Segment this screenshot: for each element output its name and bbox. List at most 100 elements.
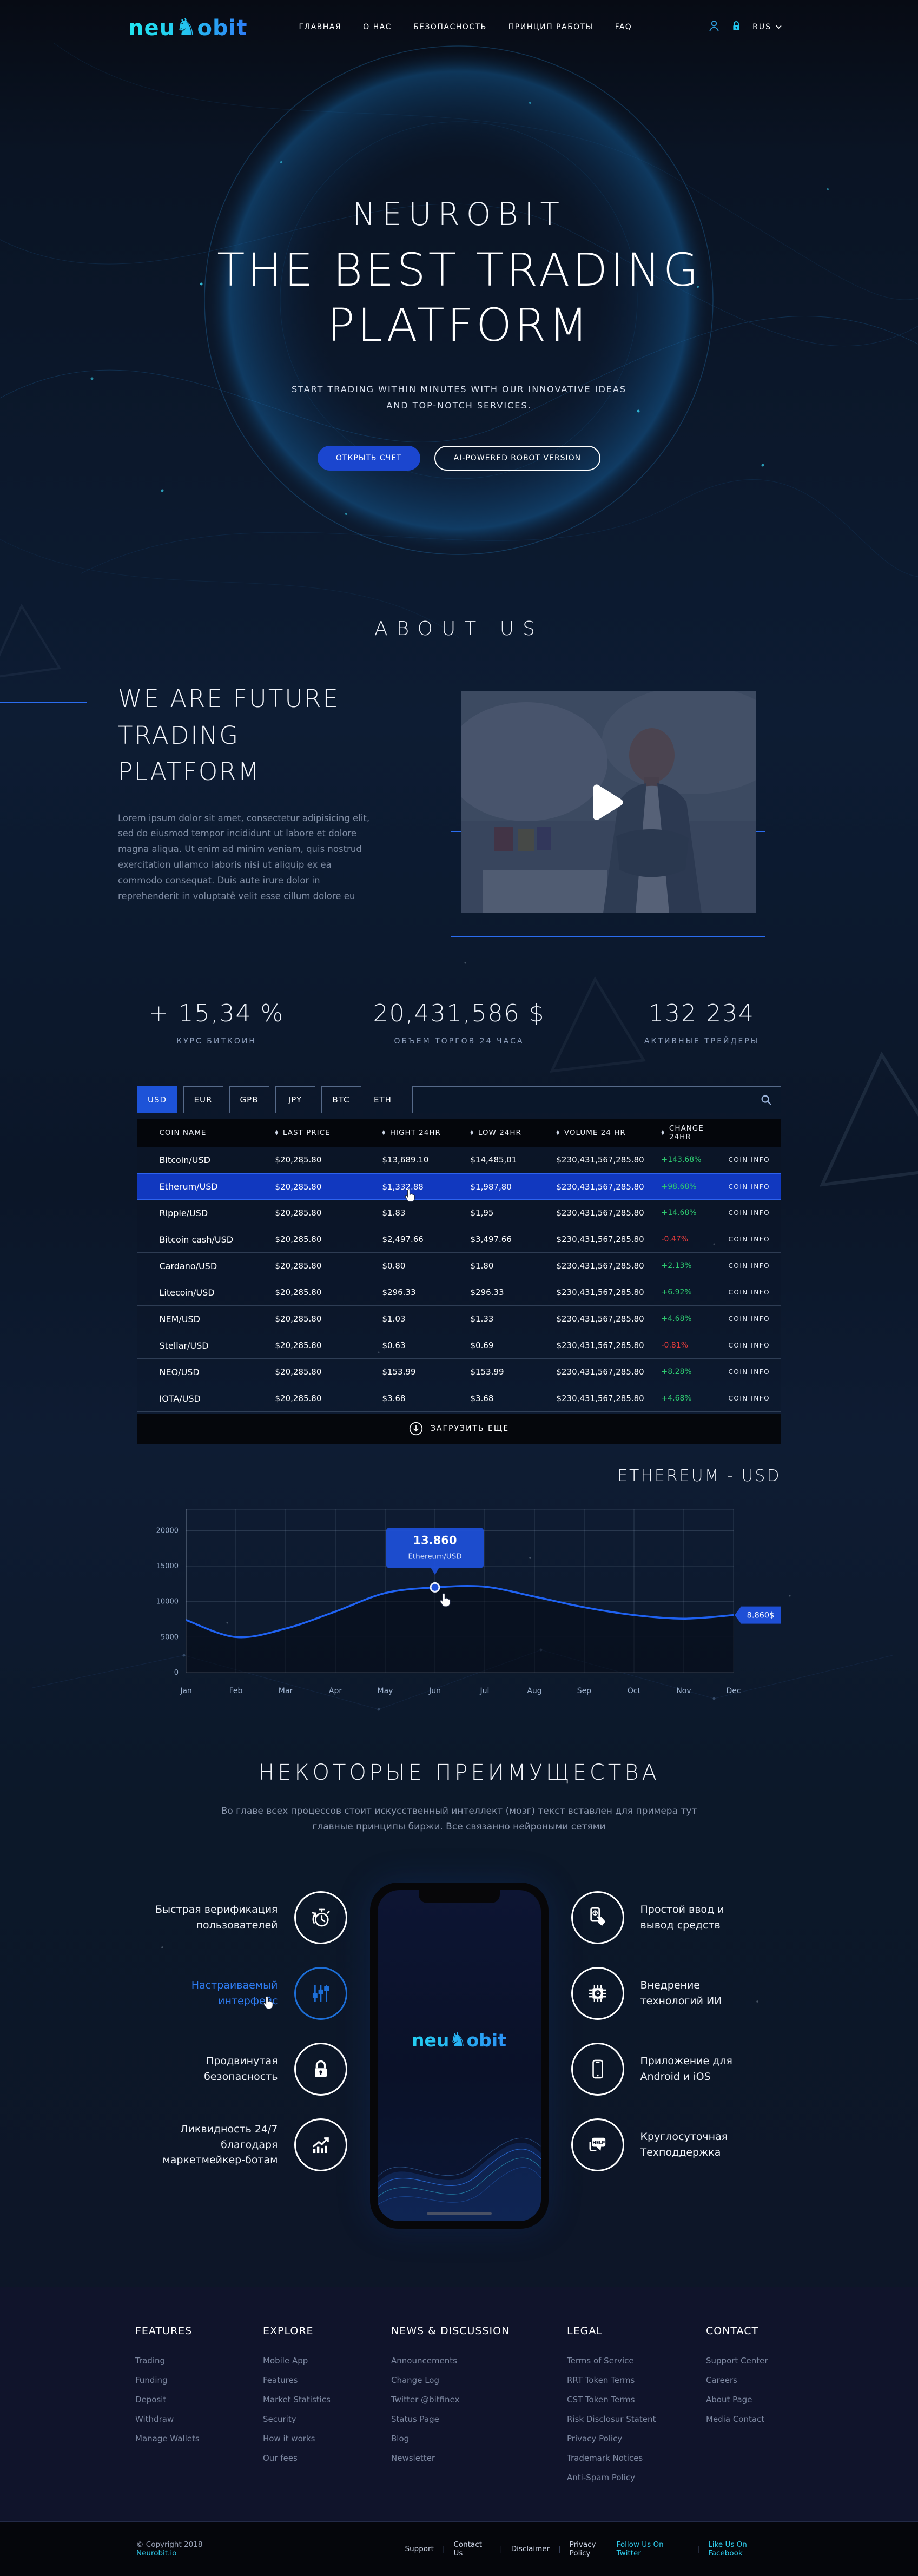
ethereum-chart[interactable]: 0 5000 10000 15000 20000 Jan Feb Mar Apr May Jun Ju… <box>137 1494 781 1713</box>
search-icon[interactable] <box>760 1094 772 1106</box>
coin-info-link[interactable]: COIN INFO <box>728 1156 770 1164</box>
tab-usd[interactable]: USD <box>137 1086 177 1113</box>
bottom-link-disclaimer[interactable]: Disclaimer <box>511 2544 550 2553</box>
footer-link-cst-token-terms[interactable]: CST Token Terms <box>567 2394 635 2405</box>
footer-link-twitter-bitfinex[interactable]: Twitter @bitfinex <box>391 2394 460 2405</box>
social-link-like-us-on-facebook[interactable]: Like Us On Facebook <box>708 2540 747 2558</box>
coin-info-link[interactable]: COIN INFO <box>728 1236 770 1243</box>
sort-arrows-icon[interactable]: ▲ ▼ <box>556 1129 560 1136</box>
logo[interactable]: neu♞obit <box>128 13 248 41</box>
footer-link-trading[interactable]: Trading <box>135 2355 166 2366</box>
bottom-link-support[interactable]: Support <box>405 2544 434 2553</box>
coin-info-link[interactable]: COIN INFO <box>728 1395 770 1402</box>
footer-link-announcements[interactable]: Announcements <box>391 2355 457 2366</box>
footer-link-newsletter[interactable]: Newsletter <box>391 2453 435 2463</box>
coin-info-link[interactable]: COIN INFO <box>728 1342 770 1349</box>
advantage-приложение-для[interactable]: Приложение для Android и iOS <box>571 2042 807 2096</box>
tab-jpy[interactable]: JPY <box>275 1086 315 1113</box>
footer-link-trademark-notices[interactable]: Trademark Notices <box>567 2453 643 2463</box>
sort-arrows-icon[interactable]: ▲ ▼ <box>275 1129 279 1136</box>
footer-link-manage-wallets[interactable]: Manage Wallets <box>135 2433 200 2443</box>
footer-link-support-center[interactable]: Support Center <box>706 2355 768 2366</box>
footer-link-careers[interactable]: Careers <box>706 2375 737 2385</box>
table-row-etherum-usd[interactable]: Etherum/USD $20,285.80 $1,332.88 $1,987,… <box>137 1173 781 1203</box>
advantage-настраиваемый[interactable]: Настраиваемый интерфейс <box>111 1966 347 2020</box>
sort-arrows-icon[interactable]: ▲ ▼ <box>661 1129 665 1136</box>
advantage-ликвидность-24-7[interactable]: Ликвидность 24/7 благодаря маркетмейкер-… <box>111 2118 347 2171</box>
column-header-change-24hr[interactable]: ▲ ▼ CHANGE 24HR <box>661 1124 704 1141</box>
advantages-section: НЕКОТОРЫЕ ПРЕИМУЩЕСТВА Во главе всех про… <box>0 1760 918 2229</box>
play-icon[interactable] <box>592 782 625 822</box>
nav-item-faq[interactable]: FAQ <box>615 23 632 31</box>
table-row-litecoin-usd[interactable]: Litecoin/USD $20,285.80 $296.33 $296.33 … <box>137 1279 781 1306</box>
column-header-last-price[interactable]: ▲ ▼ LAST PRICE <box>275 1128 331 1137</box>
coin-info-link[interactable]: COIN INFO <box>728 1368 770 1376</box>
footer-link-our-fees[interactable]: Our fees <box>263 2453 298 2463</box>
footer-link-privacy-policy[interactable]: Privacy Policy <box>567 2433 623 2443</box>
social-link-follow-us-on-twitter[interactable]: Follow Us On Twitter <box>616 2540 664 2558</box>
column-header-volume-24-hr[interactable]: ▲ ▼ VOLUME 24 HR <box>556 1128 626 1137</box>
footer-link-withdraw[interactable]: Withdraw <box>135 2414 174 2424</box>
coin-info-link[interactable]: COIN INFO <box>728 1183 770 1191</box>
footer-link-deposit[interactable]: Deposit <box>135 2394 167 2405</box>
footer-link-how-it-works[interactable]: How it works <box>263 2433 315 2443</box>
nav-item-принцип-работы[interactable]: ПРИНЦИП РАБОТЫ <box>508 23 593 31</box>
chart-marker-point[interactable] <box>430 1582 440 1593</box>
table-row-iota-usd[interactable]: IOTA/USD $20,285.80 $3.68 $3.68 $230,431… <box>137 1385 781 1412</box>
bottom-link-contact-us[interactable]: Contact Us <box>453 2540 482 2558</box>
footer-link-market-statistics[interactable]: Market Statistics <box>263 2394 331 2405</box>
coin-info-link[interactable]: COIN INFO <box>728 1262 770 1270</box>
footer-link-risk-disclosur-statent[interactable]: Risk Disclosur Statent <box>567 2414 656 2424</box>
brand-link[interactable]: Neurobit.io <box>136 2548 177 2558</box>
sort-arrows-icon[interactable]: ▲ ▼ <box>382 1129 386 1136</box>
table-row-cardano-usd[interactable]: Cardano/USD $20,285.80 $0.80 $1.80 $230,… <box>137 1253 781 1279</box>
footer-link-anti-spam-policy[interactable]: Anti-Spam Policy <box>567 2472 635 2482</box>
advantage-продвинутая[interactable]: Продвинутая безопасность <box>111 2042 347 2096</box>
coin-info-link[interactable]: COIN INFO <box>728 1315 770 1323</box>
column-header-hight-24hr[interactable]: ▲ ▼ HIGHT 24HR <box>382 1128 441 1137</box>
footer-link-mobile-app[interactable]: Mobile App <box>263 2355 308 2366</box>
bottom-link-privacy-policy[interactable]: Privacy Policy <box>569 2540 596 2558</box>
tab-btc[interactable]: BTC <box>321 1086 361 1113</box>
footer-link-features[interactable]: Features <box>263 2375 298 2385</box>
footer-link-status-page[interactable]: Status Page <box>391 2414 439 2424</box>
footer-link-terms-of-service[interactable]: Terms of Service <box>567 2355 634 2366</box>
load-more-button[interactable]: ЗАГРУЗИТЬ ЕЩЕ <box>137 1414 781 1444</box>
footer-link-media-contact[interactable]: Media Contact <box>706 2414 765 2424</box>
coin-search-input[interactable] <box>421 1095 760 1105</box>
nav-item-о-нас[interactable]: О НАС <box>363 23 392 31</box>
lock-security-icon[interactable] <box>732 21 741 34</box>
footer-link-security[interactable]: Security <box>263 2414 296 2424</box>
currency-tabs: USD EUR GPB JPY BTC ETH <box>137 1086 781 1113</box>
language-selector[interactable]: RUS <box>752 23 782 31</box>
table-row-bitcoin-cash-usd[interactable]: Bitcoin cash/USD $20,285.80 $2,497.66 $3… <box>137 1226 781 1253</box>
nav-item-безопасность[interactable]: БЕЗОПАСНОСТЬ <box>413 23 487 31</box>
advantage-круглосуточная[interactable]: HELP Круглосуточная Техподдержка <box>571 2118 807 2171</box>
table-row-neo-usd[interactable]: NEO/USD $20,285.80 $153.99 $153.99 $230,… <box>137 1359 781 1385</box>
tab-eur[interactable]: EUR <box>183 1086 223 1113</box>
about-video-thumbnail[interactable] <box>461 691 756 913</box>
table-row-nem-usd[interactable]: NEM/USD $20,285.80 $1.03 $1.33 $230,431,… <box>137 1306 781 1332</box>
sort-arrows-icon[interactable]: ▲ ▼ <box>470 1129 474 1136</box>
footer-link-rrt-token-terms[interactable]: RRT Token Terms <box>567 2375 635 2385</box>
footer-link-funding[interactable]: Funding <box>135 2375 168 2385</box>
advantage-быстрая-верификация[interactable]: Быстрая верификация пользователей <box>111 1891 347 1944</box>
coin-info-link[interactable]: COIN INFO <box>728 1209 770 1217</box>
nav-item-главная[interactable]: ГЛАВНАЯ <box>299 23 342 31</box>
footer-link-blog[interactable]: Blog <box>391 2433 410 2443</box>
table-row-ripple-usd[interactable]: Ripple/USD $20,285.80 $1.83 $1,95 $230,4… <box>137 1200 781 1226</box>
coin-info-link[interactable]: COIN INFO <box>728 1289 770 1296</box>
footer-link-about-page[interactable]: About Page <box>706 2394 752 2405</box>
tab-gpb[interactable]: GPB <box>229 1086 269 1113</box>
last-price: $20,285.80 <box>275 1234 322 1244</box>
table-row-bitcoin-usd[interactable]: Bitcoin/USD $20,285.80 $13,689.10 $14,48… <box>137 1147 781 1173</box>
table-row-stellar-usd[interactable]: Stellar/USD $20,285.80 $0.63 $0.69 $230,… <box>137 1332 781 1359</box>
advantage-простой-ввод-и[interactable]: Простой ввод и вывод средств <box>571 1891 807 1944</box>
advantage-внедрение[interactable]: Внедрение технологий ИИ <box>571 1966 807 2020</box>
user-account-icon[interactable] <box>708 19 720 35</box>
column-header-low-24hr[interactable]: ▲ ▼ LOW 24HR <box>470 1128 521 1137</box>
footer-link-change-log[interactable]: Change Log <box>391 2375 439 2385</box>
ai-robot-version-button[interactable]: AI-POWERED ROBOT VERSION <box>434 445 601 471</box>
open-account-button[interactable]: ОТКРЫТЬ СЧЕТ <box>317 445 420 471</box>
tab-eth[interactable]: ETH <box>374 1095 392 1105</box>
